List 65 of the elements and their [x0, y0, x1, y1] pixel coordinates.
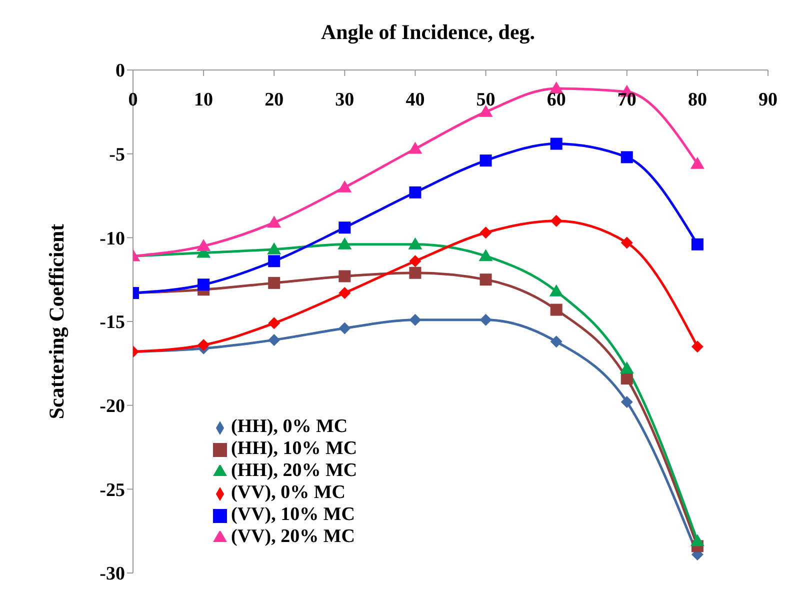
- point: [480, 226, 492, 239]
- point: [338, 237, 352, 250]
- point: [198, 278, 210, 291]
- y-tick-label: -20: [100, 396, 125, 418]
- point: [549, 81, 564, 94]
- point: [620, 361, 634, 374]
- point: [338, 270, 351, 282]
- x-tick-label: 10: [194, 89, 214, 110]
- legend-label: (HH), 10% MC: [231, 438, 358, 459]
- point: [620, 236, 633, 249]
- x-tick-label: 40: [406, 89, 425, 110]
- legend-label: (HH), 20% MC: [231, 460, 358, 481]
- x-tick-label: 90: [758, 89, 778, 110]
- point: [409, 266, 422, 279]
- point: [198, 338, 210, 351]
- y-tick-label: 0: [116, 60, 125, 82]
- point: [550, 214, 562, 227]
- point: [691, 238, 704, 250]
- point: [690, 156, 704, 169]
- y-tick-label: -30: [100, 564, 125, 585]
- y-tick-label: -15: [100, 312, 125, 334]
- point: [338, 322, 351, 334]
- point: [196, 239, 211, 252]
- point: [620, 151, 633, 164]
- point: [478, 249, 493, 262]
- point: [480, 274, 492, 286]
- y-tick-label: -25: [100, 480, 125, 501]
- point: [480, 154, 492, 167]
- point: [691, 340, 704, 353]
- point: [268, 255, 280, 268]
- point: [549, 284, 564, 296]
- legend-label: (VV), 10% MC: [231, 504, 356, 525]
- x-tick-label: 0: [128, 89, 138, 110]
- point: [268, 276, 280, 289]
- point: [620, 372, 633, 385]
- y-axis-title: Scattering Coefficient: [44, 224, 68, 420]
- point: [480, 314, 492, 326]
- y-tick-label: -10: [100, 228, 125, 250]
- point: [268, 334, 280, 346]
- point: [550, 138, 562, 150]
- x-tick-label: 30: [335, 89, 354, 110]
- point: [409, 186, 422, 198]
- point: [550, 304, 562, 316]
- x-axis-title: Angle of Incidence, deg.: [320, 20, 536, 45]
- point: [620, 396, 633, 408]
- point: [409, 255, 422, 268]
- x-tick-label: 60: [546, 89, 566, 110]
- x-tick-label: 20: [264, 89, 284, 110]
- point: [268, 317, 280, 330]
- point: [409, 314, 422, 326]
- point: [267, 216, 282, 228]
- point: [550, 336, 562, 348]
- legend-label: (HH), 0% MC: [231, 416, 348, 437]
- x-tick-label: 50: [476, 89, 496, 110]
- legend-label: (VV), 20% MC: [231, 526, 356, 547]
- point: [267, 242, 282, 254]
- point: [338, 180, 352, 192]
- point: [408, 237, 422, 250]
- point: [408, 142, 422, 154]
- x-tick-label: 80: [688, 89, 707, 110]
- point: [338, 286, 351, 299]
- point: [338, 222, 351, 234]
- point: [690, 534, 704, 546]
- legend-label: (VV), 0% MC: [231, 482, 346, 503]
- y-tick-label: -5: [109, 144, 125, 166]
